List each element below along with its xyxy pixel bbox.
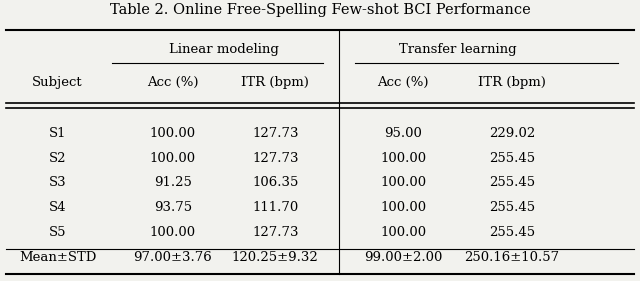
Text: 255.45: 255.45	[489, 176, 535, 189]
Text: Acc (%): Acc (%)	[147, 76, 198, 89]
Text: Transfer learning: Transfer learning	[399, 43, 516, 56]
Text: ITR (bpm): ITR (bpm)	[241, 76, 309, 89]
Text: Subject: Subject	[32, 76, 83, 89]
Text: 93.75: 93.75	[154, 201, 192, 214]
Text: S3: S3	[49, 176, 67, 189]
Text: 255.45: 255.45	[489, 152, 535, 165]
Text: S4: S4	[49, 201, 67, 214]
Text: 100.00: 100.00	[380, 226, 426, 239]
Text: 95.00: 95.00	[384, 127, 422, 140]
Text: 100.00: 100.00	[380, 152, 426, 165]
Text: 91.25: 91.25	[154, 176, 192, 189]
Text: 127.73: 127.73	[252, 152, 298, 165]
Text: 100.00: 100.00	[380, 176, 426, 189]
Text: Mean±STD: Mean±STD	[19, 251, 96, 264]
Text: 229.02: 229.02	[489, 127, 535, 140]
Text: 250.16±10.57: 250.16±10.57	[465, 251, 559, 264]
Text: 100.00: 100.00	[150, 152, 196, 165]
Text: Linear modeling: Linear modeling	[169, 43, 279, 56]
Text: S5: S5	[49, 226, 67, 239]
Text: 255.45: 255.45	[489, 201, 535, 214]
Text: 106.35: 106.35	[252, 176, 298, 189]
Text: Table 2. Online Free-Spelling Few-shot BCI Performance: Table 2. Online Free-Spelling Few-shot B…	[109, 3, 531, 17]
Text: Acc (%): Acc (%)	[378, 76, 429, 89]
Text: S2: S2	[49, 152, 67, 165]
Text: S1: S1	[49, 127, 67, 140]
Text: ITR (bpm): ITR (bpm)	[478, 76, 546, 89]
Text: 99.00±2.00: 99.00±2.00	[364, 251, 442, 264]
Text: 255.45: 255.45	[489, 226, 535, 239]
Text: 127.73: 127.73	[252, 226, 298, 239]
Text: 100.00: 100.00	[150, 127, 196, 140]
Text: 127.73: 127.73	[252, 127, 298, 140]
Text: 120.25±9.32: 120.25±9.32	[232, 251, 319, 264]
Text: 111.70: 111.70	[252, 201, 298, 214]
Text: 97.00±3.76: 97.00±3.76	[133, 251, 212, 264]
Text: 100.00: 100.00	[150, 226, 196, 239]
Text: 100.00: 100.00	[380, 201, 426, 214]
